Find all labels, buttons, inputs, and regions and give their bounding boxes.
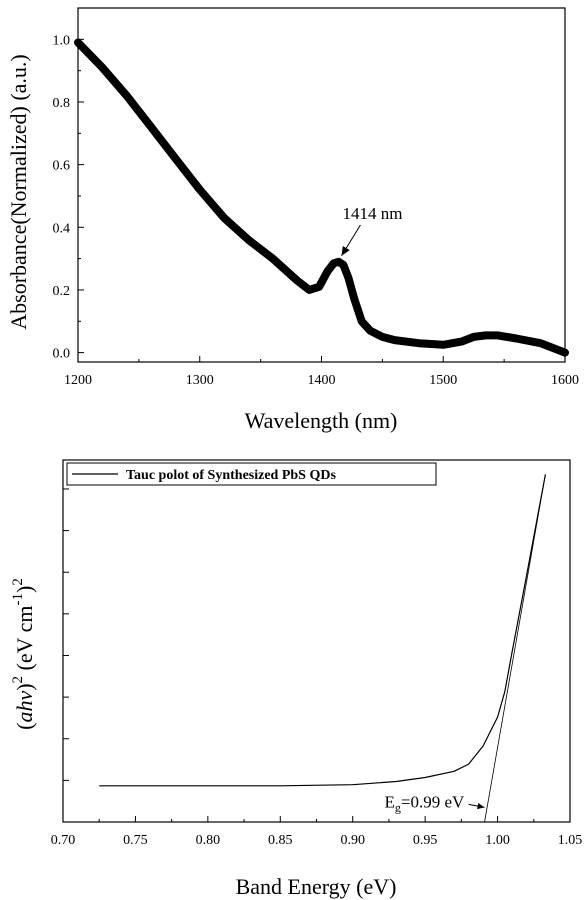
y-tick-label: 0.8 — [53, 96, 71, 111]
ylabel-close: ) — [12, 683, 37, 690]
x-tick-label: 1300 — [186, 373, 214, 388]
x-axis-ticks: 1200 1300 1400 1500 1600 — [64, 356, 579, 388]
bandgap-annotation: Eg=0.99 eV — [385, 792, 485, 814]
x-tick-label: 0.85 — [268, 833, 293, 848]
x-tick-label: 0.90 — [340, 833, 365, 848]
ylabel-sup2: 2 — [10, 676, 26, 684]
ylabel-a: a — [12, 712, 37, 723]
bandgap-value: =0.99 eV — [401, 792, 465, 811]
y-tick-label: 0.4 — [53, 221, 71, 236]
y-tick-label: 1.0 — [53, 33, 71, 48]
x-tick-label: 1.00 — [485, 833, 510, 848]
ylabel-open: ( — [12, 723, 37, 730]
ylabel-unit-close: ) — [12, 586, 37, 593]
y-tick-label: 0.0 — [53, 347, 71, 362]
ylabel-sup2b: 2 — [10, 578, 26, 586]
x-tick-label: 0.80 — [196, 833, 221, 848]
x-axis-title: Band Energy (eV) — [236, 874, 397, 899]
x-tick-label: 1.05 — [558, 833, 583, 848]
ylabel-unit-open: (eV cm — [12, 605, 37, 675]
x-tick-label: 0.95 — [413, 833, 438, 848]
absorbance-chart: 1200 1300 1400 1500 1600 0.00.20.40.60.81.0 … — [6, 7, 579, 433]
absorbance-series-line — [74, 38, 569, 357]
ylabel-h: h — [12, 701, 37, 712]
ylabel-v: v — [12, 691, 37, 701]
x-tick-label: 1500 — [429, 373, 457, 388]
x-tick-label: 1400 — [308, 373, 336, 388]
bandgap-annotation-label: Eg=0.99 eV — [385, 792, 466, 814]
y-tick-label: 0.2 — [53, 284, 71, 299]
x-tick-label: 0.70 — [51, 833, 76, 848]
ylabel-sup-neg1: -1 — [10, 593, 26, 606]
peak-annotation-label: 1414 nm — [342, 204, 402, 223]
plot-frame — [77, 7, 566, 363]
tauc-series-line — [99, 474, 546, 787]
peak-annotation: 1414 nm — [341, 204, 402, 257]
bandgap-subscript: g — [395, 800, 401, 814]
legend: Tauc polot of Synthesized PbS QDs — [66, 462, 437, 486]
x-tick-label: 0.75 — [123, 833, 148, 848]
x-tick-label: 1200 — [64, 373, 92, 388]
y-axis-ticks: 0.0 0.2 0.4 0.6 0.8 1.0 — [53, 33, 84, 362]
peak-arrow-head — [341, 245, 350, 256]
legend-label: Tauc polot of Synthesized PbS QDs — [126, 468, 336, 483]
tangent-line — [484, 474, 546, 823]
x-tick-label: 1600 — [551, 373, 579, 388]
y-axis-title: (ahv)2 (eV cm-1)2 — [10, 578, 37, 730]
x-axis-ticks: 0.70 0.75 0.80 0.85 0.90 0.95 1.00 1.05 — [51, 816, 583, 848]
y-axis-title: Absorbance(Normalized) (a.u.) — [6, 54, 31, 329]
bandgap-e: E — [385, 792, 395, 811]
bandgap-arrow-head — [477, 802, 485, 810]
y-tick-label: 0.6 — [53, 159, 71, 174]
legend-box — [66, 462, 437, 486]
x-axis-title: Wavelength (nm) — [245, 408, 398, 433]
tauc-plot-chart: 0.70 0.75 0.80 0.85 0.90 0.95 1.00 1.05 Tauc po… — [10, 459, 583, 899]
y-axis-ticks — [63, 488, 69, 781]
